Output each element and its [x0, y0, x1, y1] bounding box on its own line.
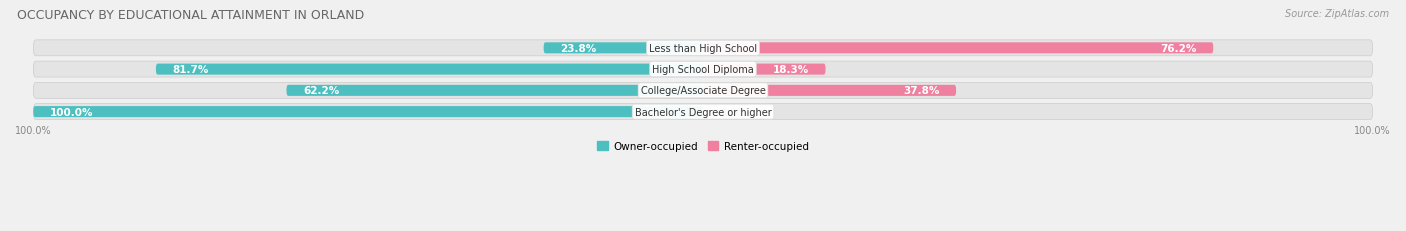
Text: 37.8%: 37.8% — [903, 86, 939, 96]
FancyBboxPatch shape — [34, 107, 703, 118]
Text: 76.2%: 76.2% — [1160, 44, 1197, 54]
Text: Bachelor's Degree or higher: Bachelor's Degree or higher — [634, 107, 772, 117]
FancyBboxPatch shape — [34, 62, 1372, 78]
FancyBboxPatch shape — [544, 43, 703, 54]
Text: College/Associate Degree: College/Associate Degree — [641, 86, 765, 96]
FancyBboxPatch shape — [703, 43, 1213, 54]
Text: 18.3%: 18.3% — [772, 65, 808, 75]
FancyBboxPatch shape — [34, 41, 1372, 57]
FancyBboxPatch shape — [34, 104, 1372, 120]
Text: OCCUPANCY BY EDUCATIONAL ATTAINMENT IN ORLAND: OCCUPANCY BY EDUCATIONAL ATTAINMENT IN O… — [17, 9, 364, 22]
Text: Source: ZipAtlas.com: Source: ZipAtlas.com — [1285, 9, 1389, 19]
Text: 0.0%: 0.0% — [720, 107, 749, 117]
Text: 62.2%: 62.2% — [304, 86, 339, 96]
FancyBboxPatch shape — [156, 64, 703, 75]
Text: Less than High School: Less than High School — [650, 44, 756, 54]
Text: High School Diploma: High School Diploma — [652, 65, 754, 75]
FancyBboxPatch shape — [703, 64, 825, 75]
FancyBboxPatch shape — [703, 85, 956, 97]
Legend: Owner-occupied, Renter-occupied: Owner-occupied, Renter-occupied — [593, 137, 813, 156]
Text: 23.8%: 23.8% — [561, 44, 596, 54]
FancyBboxPatch shape — [34, 83, 1372, 99]
Text: 100.0%: 100.0% — [51, 107, 94, 117]
Text: 81.7%: 81.7% — [173, 65, 209, 75]
FancyBboxPatch shape — [287, 85, 703, 97]
